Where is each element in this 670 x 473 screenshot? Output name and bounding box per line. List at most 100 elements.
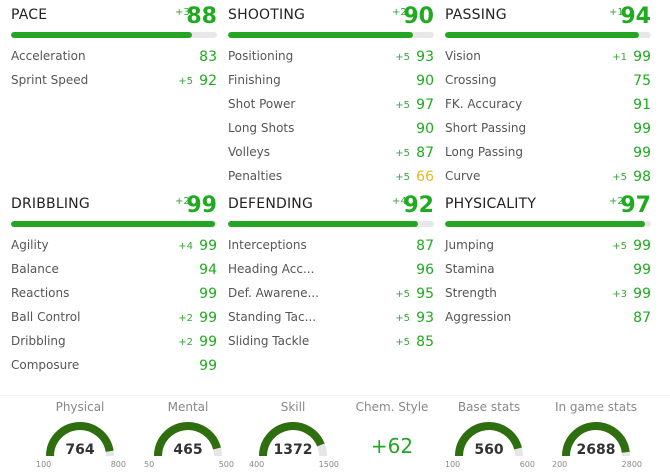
stat-label: Shot Power bbox=[228, 97, 296, 111]
stat-row: Crossing 75 bbox=[445, 70, 651, 94]
stat-row: Short Passing 99 bbox=[445, 118, 651, 142]
gauge-skill bbox=[259, 422, 327, 457]
stat-value: 90 bbox=[416, 121, 434, 137]
stat-row: Jumping +5 99 bbox=[445, 235, 651, 259]
stat-row: Dribbling +2 99 bbox=[11, 331, 217, 355]
stat-label: Curve bbox=[445, 169, 481, 183]
stat-value: 96 bbox=[416, 262, 434, 278]
category-pace: PACE +3 88 Acceleration 83 Sprint Speed +5 9… bbox=[11, 0, 217, 89]
category-bar-fill bbox=[445, 32, 639, 38]
category-bonus: +3 bbox=[175, 7, 190, 18]
category-bar-fill bbox=[228, 32, 414, 38]
stat-row: Balance 94 bbox=[11, 259, 217, 283]
gauge-fill bbox=[562, 422, 630, 457]
gauge-in-game-stats bbox=[562, 422, 630, 457]
summary-label: Chem. Style bbox=[355, 400, 429, 414]
stat-bonus: +2 bbox=[178, 313, 193, 324]
category-bar-fill bbox=[445, 221, 645, 227]
stat-label: Long Passing bbox=[445, 145, 523, 159]
stat-bonus: +5 bbox=[178, 76, 193, 87]
category-bonus: +2 bbox=[609, 196, 624, 207]
category-bonus: +2 bbox=[175, 196, 190, 207]
summary-label: In game stats bbox=[554, 400, 638, 414]
stat-label: Ball Control bbox=[11, 310, 81, 324]
stat-bonus: +4 bbox=[178, 241, 193, 252]
stat-row: Vision +1 99 bbox=[445, 46, 651, 70]
category-name: DRIBBLING bbox=[11, 196, 90, 212]
category-value: 92 bbox=[403, 193, 434, 218]
gauge-mental bbox=[154, 422, 222, 457]
stat-label: Penalties bbox=[228, 169, 283, 183]
stat-bonus: +5 bbox=[395, 52, 410, 63]
stat-bonus: +3 bbox=[612, 289, 627, 300]
stat-label: Composure bbox=[11, 358, 80, 372]
category-bar bbox=[228, 221, 434, 227]
gauge-max: 500 bbox=[218, 460, 234, 469]
stat-bonus: +5 bbox=[395, 172, 410, 183]
stat-value: 87 bbox=[416, 238, 434, 254]
category-bar-fill bbox=[11, 32, 193, 38]
category-value: 88 bbox=[186, 4, 217, 29]
category-value: 94 bbox=[620, 4, 651, 29]
stat-label: Acceleration bbox=[11, 49, 86, 63]
stat-label: Def. Awarene... bbox=[228, 286, 319, 300]
stat-value: 99 bbox=[633, 238, 651, 254]
stat-row: Long Passing 99 bbox=[445, 142, 651, 166]
stat-row: Def. Awarene... +5 95 bbox=[228, 283, 434, 307]
stat-value: 75 bbox=[633, 73, 651, 89]
stat-row: Finishing 90 bbox=[228, 70, 434, 94]
stat-value: 93 bbox=[416, 310, 434, 326]
gauge-fill bbox=[455, 422, 522, 457]
summary-physical: Physical 764 100 800 bbox=[30, 396, 130, 473]
category-passing: PASSING +1 94 Vision +1 99 Crossing 75 FK. Ac… bbox=[445, 0, 651, 185]
stat-value: 85 bbox=[416, 334, 434, 350]
category-name: PACE bbox=[11, 7, 48, 23]
stat-label: Heading Acc... bbox=[228, 262, 315, 276]
category-bar-fill bbox=[228, 221, 418, 227]
gauge-fill bbox=[46, 422, 114, 457]
stat-label: Finishing bbox=[228, 73, 281, 87]
stat-bonus: +5 bbox=[395, 100, 410, 111]
stat-label: Sliding Tackle bbox=[228, 334, 310, 348]
gauge-max: 2800 bbox=[621, 460, 642, 469]
stat-row: Curve +5 98 bbox=[445, 166, 651, 190]
category-bar bbox=[11, 32, 217, 38]
category-name: PHYSICALITY bbox=[445, 196, 537, 212]
summary-footer: Physical 764 100 800 Mental 465 50 500 S… bbox=[0, 395, 670, 473]
summary-mental: Mental 465 50 500 bbox=[138, 396, 238, 473]
stat-value: 87 bbox=[416, 145, 434, 161]
stat-list: Acceleration 83 Sprint Speed +5 92 bbox=[11, 46, 217, 94]
gauge-physical bbox=[46, 422, 114, 457]
stat-value: 97 bbox=[416, 97, 434, 113]
stat-label: Stamina bbox=[445, 262, 495, 276]
stat-label: Balance bbox=[11, 262, 59, 276]
stat-value: 90 bbox=[416, 73, 434, 89]
stat-label: Aggression bbox=[445, 310, 512, 324]
summary-skill: Skill 1372 400 1500 bbox=[243, 396, 343, 473]
stat-value: 99 bbox=[633, 262, 651, 278]
stat-label: Agility bbox=[11, 238, 49, 252]
stat-row: Long Shots 90 bbox=[228, 118, 434, 142]
stat-bonus: +5 bbox=[395, 289, 410, 300]
summary-label: Skill bbox=[280, 400, 306, 414]
category-shooting: SHOOTING +2 90 Positioning +5 93 Finishing 9… bbox=[228, 0, 434, 185]
stat-row: Positioning +5 93 bbox=[228, 46, 434, 70]
stat-label: Reactions bbox=[11, 286, 70, 300]
stat-row: Sliding Tackle +5 85 bbox=[228, 331, 434, 355]
stat-label: Long Shots bbox=[228, 121, 295, 135]
stat-row: Volleys +5 87 bbox=[228, 142, 434, 166]
stat-value: 99 bbox=[633, 121, 651, 137]
stat-row: Standing Tac... +5 93 bbox=[228, 307, 434, 331]
stat-label: Interceptions bbox=[228, 238, 307, 252]
category-bonus: +1 bbox=[609, 7, 624, 18]
stat-row: Agility +4 99 bbox=[11, 235, 217, 259]
stat-value: 99 bbox=[633, 286, 651, 302]
category-bonus: +2 bbox=[392, 7, 407, 18]
category-physicality: PHYSICALITY +2 97 Jumping +5 99 Stamina 99 St… bbox=[445, 189, 651, 326]
category-value: 97 bbox=[620, 193, 651, 218]
category-value: 90 bbox=[403, 4, 434, 29]
gauge-max: 800 bbox=[110, 460, 126, 469]
stat-bonus: +2 bbox=[178, 337, 193, 348]
gauge-min: 200 bbox=[552, 460, 568, 469]
stat-row: Composure 99 bbox=[11, 355, 217, 379]
